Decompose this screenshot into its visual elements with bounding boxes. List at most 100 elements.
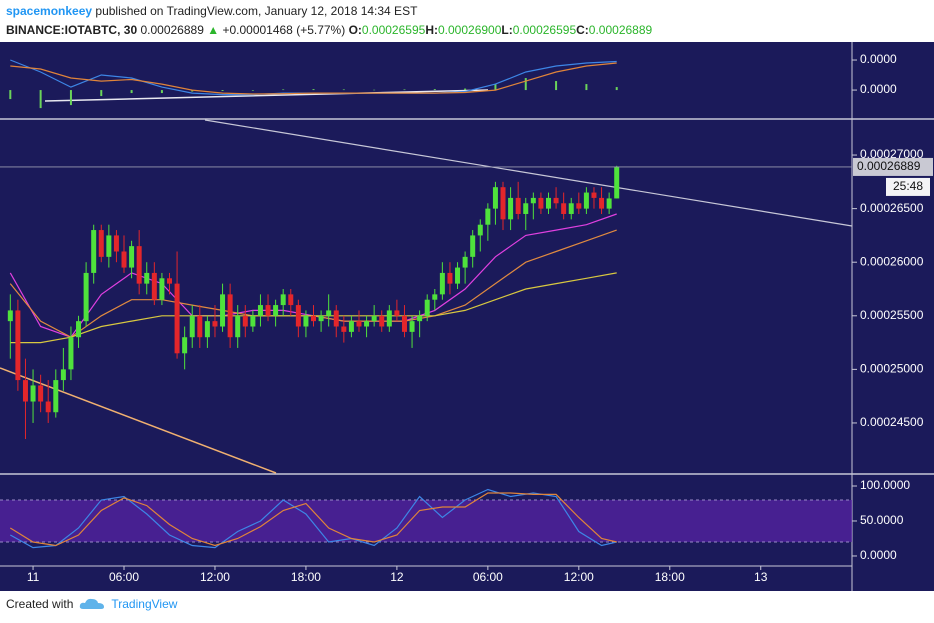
candle-body xyxy=(273,305,279,316)
x-tick-label: 12:00 xyxy=(200,570,230,584)
candle-body xyxy=(356,321,362,327)
histogram-bar xyxy=(403,89,406,91)
histogram-bar xyxy=(312,89,315,91)
candle-body xyxy=(439,272,445,295)
candle-body xyxy=(242,315,248,327)
histogram-bar xyxy=(464,88,467,91)
histogram-bar xyxy=(342,89,345,91)
candle-body xyxy=(553,197,559,204)
y-tick-label: 0.00024500 xyxy=(860,415,924,429)
histogram-bar xyxy=(9,90,12,100)
candle-body xyxy=(341,326,347,332)
candle-body xyxy=(591,192,597,198)
plot-layer: 0.0000 0.0000 0.00027000 0.00026500 0.000260… xyxy=(0,52,933,584)
candle-body xyxy=(265,305,271,316)
candle-body xyxy=(538,197,544,209)
y-tick-label: 100.0000 xyxy=(860,478,910,492)
y-tick-label: 0.0000 xyxy=(860,548,897,562)
candle-body xyxy=(409,321,415,332)
x-tick-label: 06:00 xyxy=(473,570,503,584)
candle-body xyxy=(189,315,195,338)
candle-body xyxy=(477,224,483,236)
y-tick-label: 50.0000 xyxy=(860,513,904,527)
ohlc-value: 0.00026900 xyxy=(437,23,502,37)
candle-body xyxy=(568,203,574,214)
candle-body xyxy=(530,197,536,204)
histogram-bar xyxy=(251,90,254,91)
candle-body xyxy=(212,321,218,327)
published: published on TradingView.com, January 12… xyxy=(95,4,418,18)
candle-body xyxy=(83,272,89,322)
candle-body xyxy=(455,267,461,284)
ohlc-label: O: xyxy=(348,23,362,37)
candle-body xyxy=(386,310,392,327)
y-tick-label: 0.0000 xyxy=(860,82,897,96)
candle-body xyxy=(303,315,309,327)
candle-body xyxy=(485,208,491,225)
histogram-bar xyxy=(494,84,497,91)
brand[interactable]: TradingView xyxy=(111,597,178,611)
author[interactable]: spacemonkeey xyxy=(6,4,93,18)
y-tick-label: 0.00025000 xyxy=(860,362,924,376)
candle-body xyxy=(379,315,385,327)
candle-body xyxy=(311,315,317,322)
band xyxy=(0,499,852,542)
candle-body xyxy=(227,294,233,338)
candle-body xyxy=(280,294,286,306)
candle-body xyxy=(523,203,529,214)
trend-line xyxy=(204,119,853,227)
candle-body xyxy=(144,272,150,284)
chart: 0.0000 0.0000 0.00027000 0.00026500 0.000260… xyxy=(0,42,934,591)
histogram-bar xyxy=(282,89,285,91)
candle-body xyxy=(129,246,135,268)
candle-body xyxy=(371,315,377,322)
candle-body xyxy=(151,272,157,300)
symbol: BINANCE:IOTABTC, 30 xyxy=(6,23,138,37)
candle-body xyxy=(614,166,620,199)
candle-body xyxy=(576,203,582,209)
ohlc-label: L: xyxy=(501,23,513,37)
candle-body xyxy=(68,337,74,370)
candle-body xyxy=(318,315,324,322)
symbol-line: BINANCE:IOTABTC, 30 0.00026889 ▲ +0.0000… xyxy=(6,19,931,38)
candle-body xyxy=(401,315,407,332)
candle-body xyxy=(545,197,551,209)
histogram-bar xyxy=(130,90,133,94)
candle-body xyxy=(30,385,36,402)
logo xyxy=(80,598,105,609)
y-tick-label: 0.0000 xyxy=(860,52,897,66)
candle-body xyxy=(220,294,226,327)
up-arrow: ▲ xyxy=(207,23,220,37)
last-price: 0.00026889 xyxy=(140,23,204,37)
histogram-bar xyxy=(555,81,558,91)
candle-body xyxy=(295,305,301,327)
countdown-box xyxy=(886,177,930,196)
candle-body xyxy=(182,337,188,354)
candle-body xyxy=(121,251,127,268)
histogram-bar xyxy=(191,90,194,92)
candle-body xyxy=(197,315,203,338)
y-tick-label: 0.00026500 xyxy=(860,201,924,215)
trend-line xyxy=(0,367,277,474)
candle-body xyxy=(22,380,28,402)
candle-body xyxy=(394,310,400,316)
candle-body xyxy=(159,278,165,300)
candle-body xyxy=(53,380,59,413)
histogram-bar xyxy=(221,90,224,91)
candle-body xyxy=(364,321,370,327)
histogram-bar xyxy=(524,78,527,91)
candle-body xyxy=(113,235,119,252)
x-tick-label: 11 xyxy=(27,570,40,584)
candle-body xyxy=(38,385,44,402)
candle-body xyxy=(462,256,468,268)
candle-body xyxy=(333,310,339,327)
candle-body xyxy=(508,197,514,220)
histogram-bar xyxy=(433,89,436,91)
created-with: Created with xyxy=(6,597,74,611)
candle-body xyxy=(470,235,476,257)
ohlc-value: 0.00026595 xyxy=(512,23,577,37)
candle-body xyxy=(500,187,506,220)
candle-body xyxy=(288,294,294,306)
candle-body xyxy=(561,203,567,214)
